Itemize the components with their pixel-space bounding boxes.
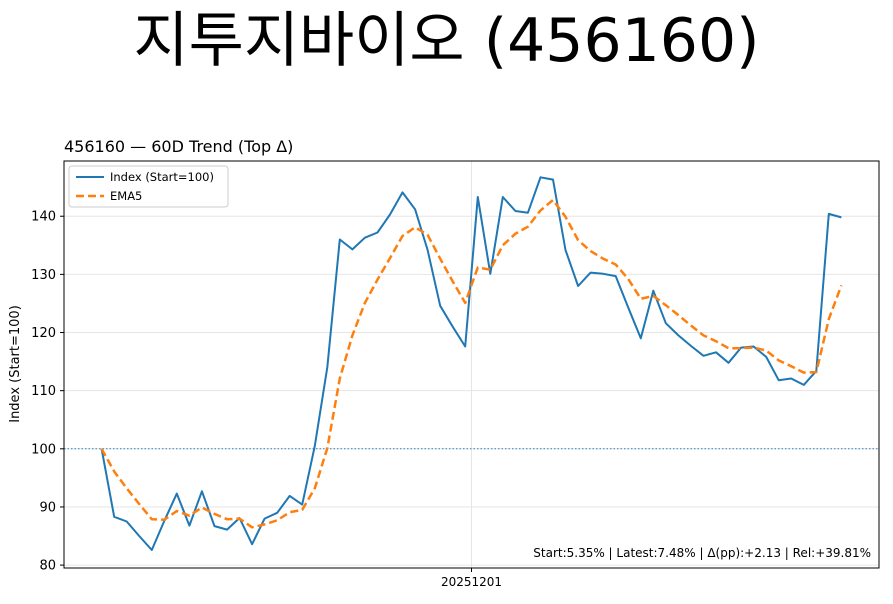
y-tick-label: 90: [39, 500, 56, 515]
index-series-line: [100, 176, 842, 551]
grid-lines: [64, 161, 879, 568]
y-axis-label: Index (Start=100): [8, 305, 23, 423]
ema5-series-line: [100, 198, 843, 529]
y-axis: 80 90 100 110 120 130 140: [31, 210, 64, 574]
legend-label: EMA5: [110, 189, 142, 203]
chart-title: 456160 — 60D Trend (Top Δ): [64, 137, 293, 156]
y-tick-label: 80: [39, 559, 56, 574]
y-tick-label: 120: [31, 326, 56, 341]
x-tick-label: 20251201: [441, 575, 502, 589]
y-tick-label: 110: [31, 384, 56, 399]
x-axis: 20251201: [441, 568, 502, 589]
series-layer: [100, 176, 843, 551]
stats-annotation: Start:5.35% | Latest:7.48% | Δ(pp):+2.13…: [533, 546, 871, 560]
y-tick-label: 140: [31, 210, 56, 225]
y-tick-label: 130: [31, 268, 56, 283]
legend: Index (Start=100) EMA5: [68, 165, 229, 208]
legend-box: [68, 165, 229, 208]
legend-label: Index (Start=100): [110, 170, 214, 184]
y-tick-label: 100: [31, 442, 56, 457]
page-title: 지투지바이오 (456160): [133, 6, 760, 76]
